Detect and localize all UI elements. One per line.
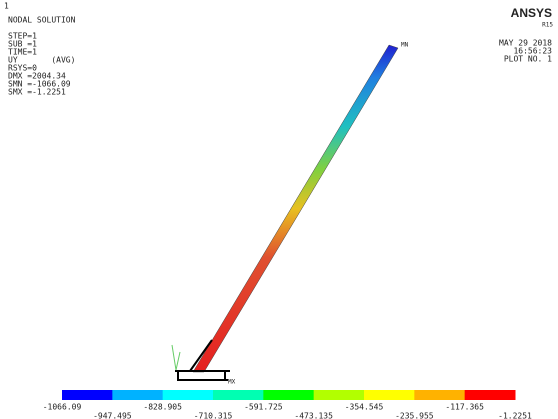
legend-value: -1066.09	[43, 403, 82, 412]
legend-swatch	[364, 390, 415, 400]
info-line: SMX =-1.2251	[8, 88, 66, 97]
legend-swatch	[314, 390, 365, 400]
release: R15	[542, 22, 553, 29]
legend-swatch	[263, 390, 314, 400]
legend-swatch	[414, 390, 465, 400]
window-marker: 1	[4, 2, 9, 11]
min-label: MN	[401, 42, 409, 49]
legend-swatch	[465, 390, 516, 400]
ansys-plot: 1 NODAL SOLUTION STEP=1SUB =1TIME=1UY (A…	[0, 0, 558, 419]
legend-value: -710.315	[194, 412, 233, 419]
legend-value: -591.725	[244, 403, 283, 412]
legend-value: -354.545	[345, 403, 384, 412]
legend-swatch	[112, 390, 163, 400]
legend-swatch	[62, 390, 113, 400]
legend-value: -1.2251	[498, 412, 532, 419]
legend-swatch	[163, 390, 214, 400]
legend-value: -117.365	[445, 403, 484, 412]
plot-title: NODAL SOLUTION	[8, 16, 76, 25]
legend-value: -235.955	[395, 412, 434, 419]
logo: ANSYS	[511, 6, 552, 20]
plot-number: PLOT NO. 1	[504, 55, 552, 64]
legend-value: -947.495	[93, 412, 132, 419]
legend-value: -473.135	[294, 412, 333, 419]
max-label: MX	[228, 379, 236, 386]
legend-swatch	[213, 390, 264, 400]
legend-value: -828.905	[143, 403, 182, 412]
background	[0, 0, 558, 419]
